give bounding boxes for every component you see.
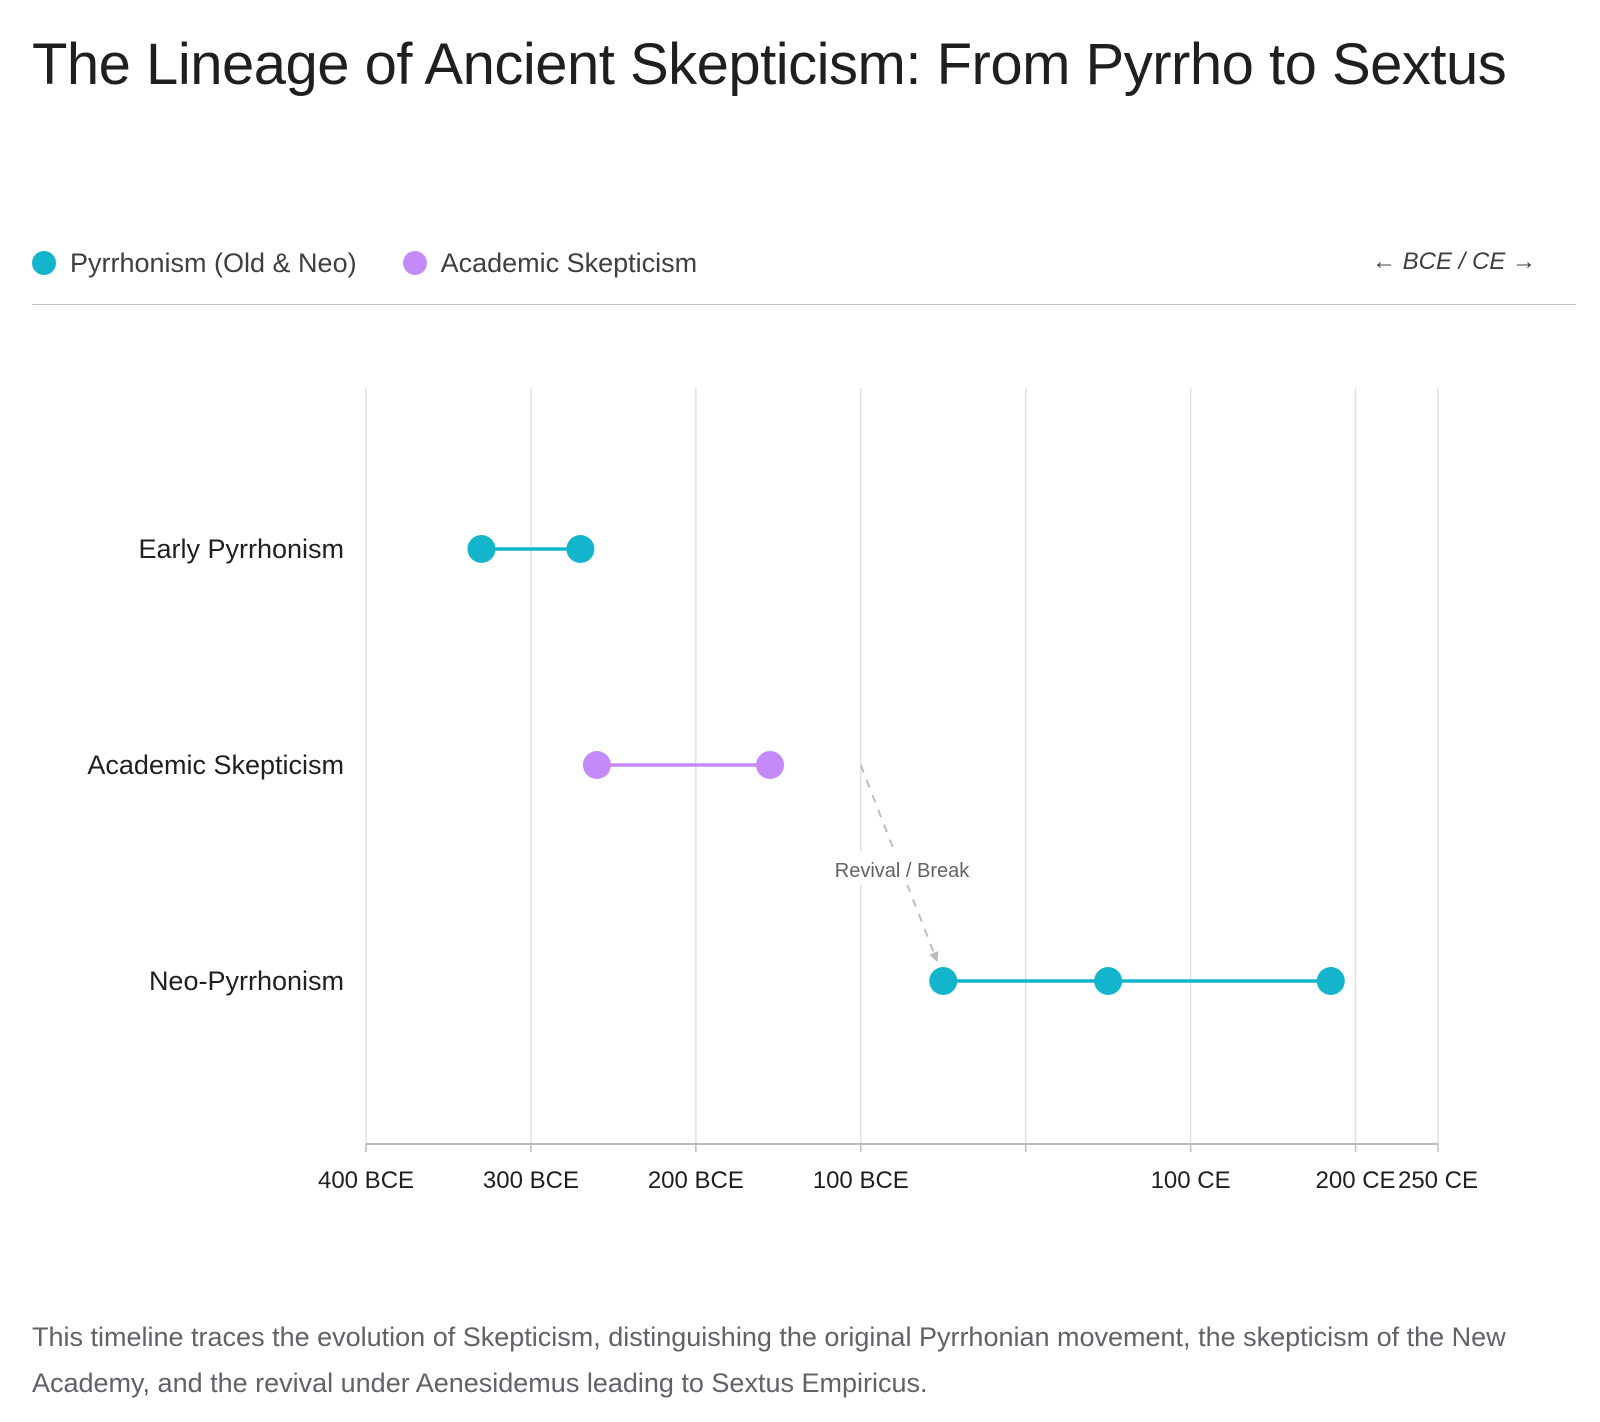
axis-direction-note: ← BCE / CE → — [1371, 248, 1536, 275]
annotation-label-0: Revival / Break — [835, 860, 970, 882]
category-label-2: Neo-Pyrrhonism — [149, 966, 344, 996]
series-point-2-2 — [1316, 967, 1345, 995]
x-tick-label-7: 250 CE — [1398, 1167, 1478, 1194]
series-point-1-0 — [582, 751, 611, 779]
legend-item-pyrrhonism[interactable]: Pyrrhonism (Old & Neo) — [32, 248, 357, 279]
x-tick-label-0: 400 BCE — [318, 1167, 414, 1194]
legend-swatch-pyrrhonism — [32, 251, 56, 275]
chart-caption: This timeline traces the evolution of Sk… — [32, 1322, 1506, 1398]
legend-label-pyrrhonism: Pyrrhonism (Old & Neo) — [70, 247, 357, 278]
page-title: The Lineage of Ancient Skepticism: From … — [32, 32, 1507, 97]
category-labels: Early Pyrrhonism Academic Skepticism Neo-P… — [87, 534, 344, 996]
category-label-0: Early Pyrrhonism — [138, 534, 344, 564]
annotation-arrow-0 — [859, 764, 939, 963]
series-point-0-1 — [566, 535, 595, 563]
x-tick-label-3: 100 BCE — [813, 1167, 909, 1194]
x-tick-label-5: 100 CE — [1151, 1167, 1231, 1194]
legend-swatch-academic — [402, 251, 427, 275]
x-tick-label-6: 200 CE — [1316, 1167, 1396, 1194]
x-tick-label-1: 300 BCE — [483, 1167, 579, 1194]
series-point-0-0 — [467, 535, 496, 563]
legend: Pyrrhonism (Old & Neo) Academic Skeptici… — [32, 243, 743, 283]
legend-label-academic: Academic Skepticism — [440, 247, 698, 278]
grid-layer — [365, 388, 1439, 1144]
series-point-2-0 — [929, 967, 958, 995]
header-divider — [32, 304, 1576, 305]
series-point-2-1 — [1094, 967, 1123, 995]
annotation-label-bg-0 — [826, 851, 978, 885]
category-label-1: Academic Skepticism — [87, 750, 344, 780]
legend-item-academic[interactable]: Academic Skepticism — [402, 247, 698, 279]
x-axis: 400 BCE 300 BCE 200 BCE 100 BCE 100 CE 200 CE… — [318, 1143, 1478, 1194]
series-point-1-1 — [756, 751, 785, 779]
x-tick-label-2: 200 BCE — [648, 1167, 744, 1194]
timeline-chart: 400 BCE 300 BCE 200 BCE 100 BCE 100 CE 200 CE… — [87, 388, 1478, 1194]
series-layer — [467, 535, 1345, 995]
annotation-layer: Revival / Break — [826, 764, 978, 963]
